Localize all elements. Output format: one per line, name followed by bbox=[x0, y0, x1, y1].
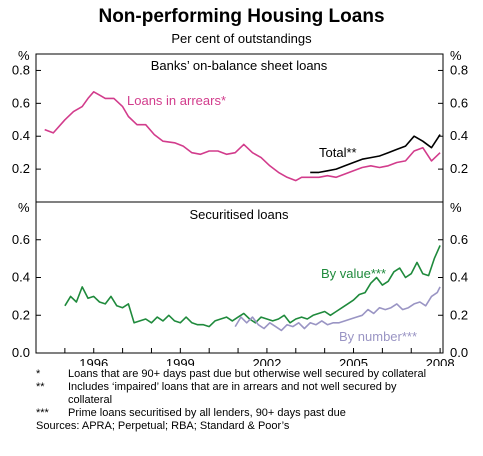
top-left-unit: % bbox=[18, 48, 30, 63]
y-tick-label-right: 0.2 bbox=[450, 161, 468, 176]
top-right-unit: % bbox=[450, 48, 462, 63]
series-label-by-number: By number*** bbox=[339, 329, 417, 344]
footnote-text: Prime loans securitised by all lenders, … bbox=[68, 407, 346, 419]
footnote-text: Loans that are 90+ days past due but oth… bbox=[68, 368, 427, 380]
y-tick-label-right: 0.4 bbox=[450, 128, 468, 143]
x-tick-label: 1999 bbox=[166, 356, 195, 366]
y-tick-label-left: 0.4 bbox=[12, 128, 30, 143]
y-tick-label-right: 0.6 bbox=[450, 232, 468, 247]
footnote-marker: * bbox=[36, 368, 41, 380]
footnotes: * Loans that are 90+ days past due but o… bbox=[36, 368, 438, 433]
bottom-left-unit: % bbox=[18, 200, 30, 215]
series-line-total bbox=[310, 134, 441, 174]
chart-title: Non-performing Housing Loans bbox=[98, 6, 385, 27]
y-tick-label-right: 0.8 bbox=[450, 62, 468, 77]
series-label-loans-in-arrears: Loans in arrears* bbox=[127, 93, 226, 108]
series-line-by-value bbox=[64, 245, 441, 328]
top-panel-title: Banks’ on-balance sheet loans bbox=[151, 58, 328, 73]
y-tick-label-left: 0.6 bbox=[12, 95, 30, 110]
y-tick-label-right: 0.6 bbox=[450, 95, 468, 110]
series-label-by-value: By value*** bbox=[321, 266, 386, 281]
y-tick-label-left: 0.8 bbox=[12, 62, 30, 77]
x-tick-label: 2002 bbox=[252, 356, 281, 366]
series-label-total: Total** bbox=[319, 145, 357, 160]
chart-subtitle: Per cent of outstandings bbox=[171, 31, 312, 46]
y-tick-label-left: 0.0 bbox=[12, 345, 30, 360]
sources-line: Sources: APRA; Perpetual; RBA; Standard … bbox=[36, 420, 290, 432]
y-tick-label-left: 0.4 bbox=[12, 270, 30, 285]
bottom-right-unit: % bbox=[450, 200, 462, 215]
y-tick-label-left: 0.6 bbox=[12, 232, 30, 247]
y-tick-label-left: 0.2 bbox=[12, 161, 30, 176]
chart-figure: Banks’ on-balance sheet loans Securitise… bbox=[12, 48, 468, 366]
footnote-marker: ** bbox=[36, 381, 45, 393]
series-line-by-number bbox=[234, 286, 441, 332]
bottom-panel-title: Securitised loans bbox=[190, 207, 289, 222]
y-tick-label-right: 0.4 bbox=[450, 270, 468, 285]
footnote-marker: *** bbox=[36, 407, 49, 419]
x-tick-label: 1996 bbox=[79, 356, 108, 366]
footnote: * Loans that are 90+ days past due but o… bbox=[36, 368, 438, 381]
y-tick-label-left: 0.2 bbox=[12, 307, 30, 322]
y-tick-label-right: 0.0 bbox=[450, 345, 468, 360]
footnote: ** Includes ‘impaired’ loans that are in… bbox=[36, 381, 438, 407]
chart-frame bbox=[35, 53, 444, 354]
y-tick-label-right: 0.2 bbox=[450, 307, 468, 322]
footnote-text: Includes ‘impaired’ loans that are in ar… bbox=[68, 381, 397, 406]
x-tick-label: 2005 bbox=[339, 356, 368, 366]
series-line-loans-in-arrears bbox=[44, 91, 441, 182]
footnote: *** Prime loans securitised by all lende… bbox=[36, 407, 438, 420]
x-tick-label: 2008 bbox=[426, 356, 455, 366]
